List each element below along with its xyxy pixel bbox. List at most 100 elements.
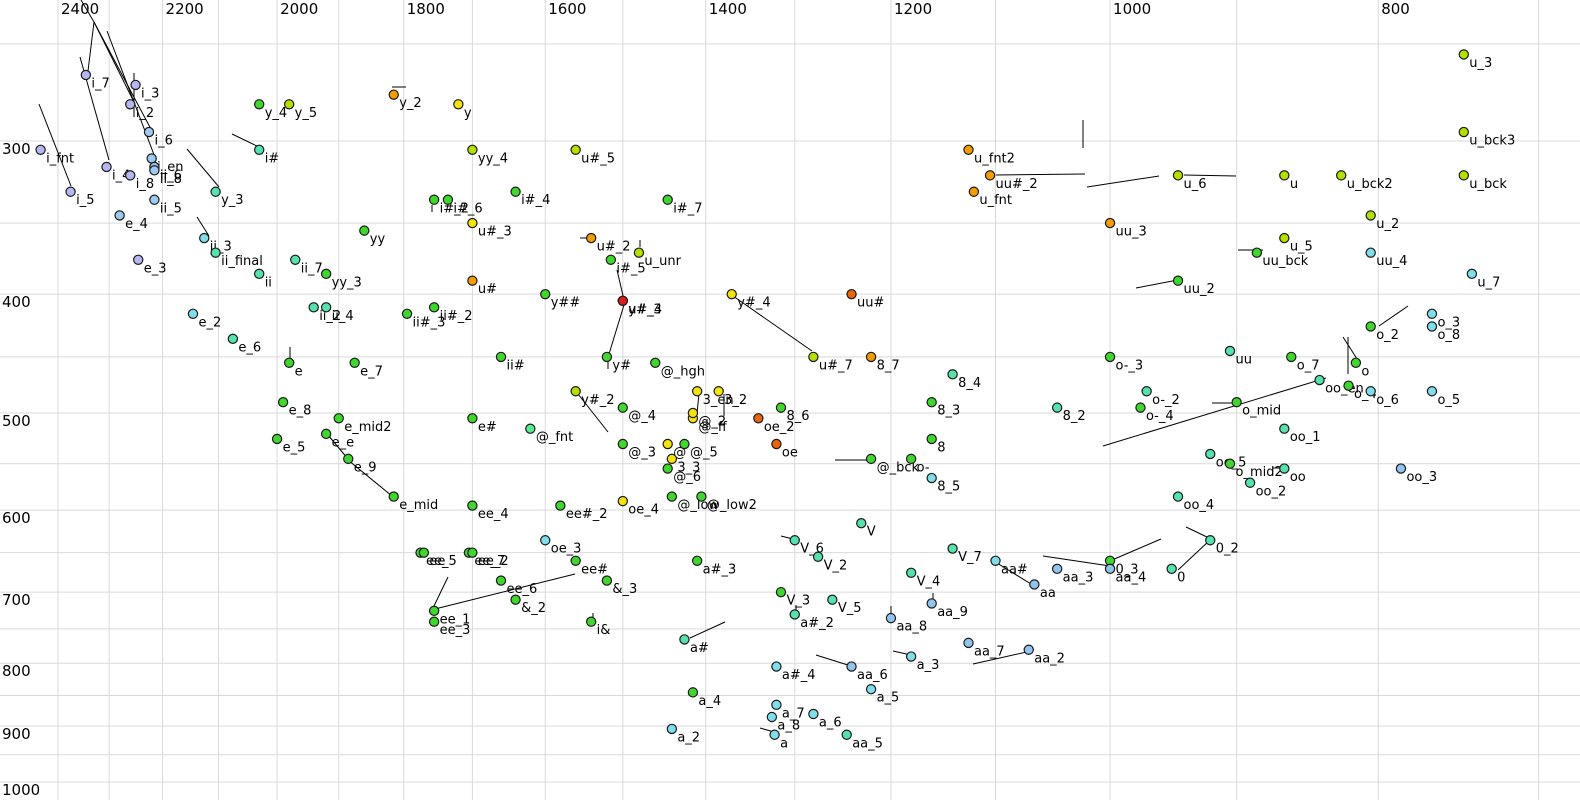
trajectory-line <box>1086 175 1160 188</box>
data-point <box>467 500 478 511</box>
data-point <box>789 609 800 620</box>
point-label: i_fnt <box>46 151 74 166</box>
data-point <box>650 357 661 368</box>
data-point <box>1224 345 1236 357</box>
data-point <box>666 453 678 465</box>
data-point <box>401 308 413 319</box>
data-point <box>428 194 440 205</box>
point-label: u#_3 <box>478 225 512 240</box>
data-point <box>617 438 629 450</box>
data-point <box>1141 386 1152 397</box>
x-tick-label: 1400 <box>709 0 747 18</box>
point-label: i_en <box>157 160 183 175</box>
data-point <box>601 351 613 363</box>
data-point <box>771 438 782 450</box>
point-label: u_bck <box>1469 177 1507 192</box>
y-tick-label: 600 <box>2 509 31 527</box>
data-point <box>990 555 1001 567</box>
data-point <box>1365 386 1376 397</box>
trajectory-line <box>1378 305 1409 327</box>
point-label: i_5 <box>76 193 94 208</box>
data-point <box>1279 232 1290 244</box>
point-label: oo <box>1290 470 1306 485</box>
point-label: @_hgh <box>661 364 705 379</box>
point-label: o_mid2 <box>1235 465 1282 480</box>
data-point <box>271 433 283 445</box>
point-label: o_7 <box>1297 358 1320 373</box>
data-point <box>1458 170 1469 181</box>
trajectory-line <box>577 393 609 433</box>
data-point <box>691 555 703 567</box>
data-point <box>846 661 857 672</box>
point-label: u_2 <box>1376 217 1399 232</box>
point-label: aa_9 <box>937 605 968 620</box>
point-label: ii_8 <box>160 172 182 187</box>
data-point <box>1051 563 1063 575</box>
data-point <box>570 386 581 397</box>
point-label: aa_4 <box>1116 570 1147 585</box>
data-point <box>968 186 980 197</box>
data-point <box>585 616 597 627</box>
data-point <box>143 126 155 138</box>
point-label: o_3 <box>1437 315 1460 330</box>
point-label: ee <box>429 554 445 569</box>
data-point <box>1051 402 1063 413</box>
x-tick-label: 1800 <box>407 0 445 18</box>
data-point <box>570 555 581 567</box>
data-point <box>775 586 787 598</box>
data-point <box>1104 351 1116 363</box>
trajectory-line <box>1177 539 1211 571</box>
point-label: i_8 <box>136 177 154 192</box>
point-label: e_5 <box>283 440 306 455</box>
point-label: @_6 <box>673 470 701 485</box>
point-label: yy_3 <box>332 275 362 290</box>
point-label: e_6 <box>238 340 261 355</box>
point-label: u#_4 <box>628 302 662 317</box>
data-point <box>775 402 787 413</box>
data-point <box>662 463 673 474</box>
point-label: i_4 <box>112 168 130 183</box>
data-point <box>149 165 160 176</box>
data-point <box>905 651 917 662</box>
y-tick-label: 500 <box>2 412 31 430</box>
point-label: y <box>464 106 472 121</box>
point-label: aa# <box>1001 562 1028 577</box>
point-label: o_mid <box>1242 404 1281 419</box>
point-label: @_2 <box>698 414 726 429</box>
data-point <box>585 232 597 244</box>
point-label: yy <box>370 232 386 247</box>
point-label: e_8 <box>289 404 312 419</box>
data-point <box>510 186 521 197</box>
point-label: a_7 <box>782 706 805 721</box>
data-point <box>808 708 819 720</box>
data-point <box>1251 247 1263 258</box>
data-point <box>605 254 617 266</box>
data-point <box>1023 644 1034 655</box>
point-label: V_4 <box>917 574 941 589</box>
trajectory-line <box>186 148 220 188</box>
data-point <box>1029 579 1040 590</box>
data-point <box>666 491 678 502</box>
y-tick-label: 800 <box>2 662 31 680</box>
data-point <box>926 397 937 408</box>
data-point <box>963 144 974 156</box>
point-label: o_6 <box>1376 393 1399 408</box>
data-point <box>885 612 897 624</box>
data-point <box>418 547 430 558</box>
point-label: yy_4 <box>478 151 508 166</box>
point-label: y#_4 <box>737 296 770 311</box>
x-tick-label: 800 <box>1381 0 1410 18</box>
point-label: V <box>867 525 876 540</box>
trajectory-line <box>972 650 1032 665</box>
point-label: &_2 <box>521 601 546 616</box>
point-label: ee#_2 <box>566 507 608 522</box>
trajectory-line <box>608 304 625 355</box>
point-label: y_3 <box>221 193 243 208</box>
point-label: aa_8 <box>896 620 927 635</box>
data-point <box>808 351 819 363</box>
point-label: u#_7 <box>819 358 853 373</box>
point-label: 3_2 <box>724 393 747 408</box>
data-point <box>283 357 295 368</box>
point-label: aa_7 <box>974 644 1005 659</box>
